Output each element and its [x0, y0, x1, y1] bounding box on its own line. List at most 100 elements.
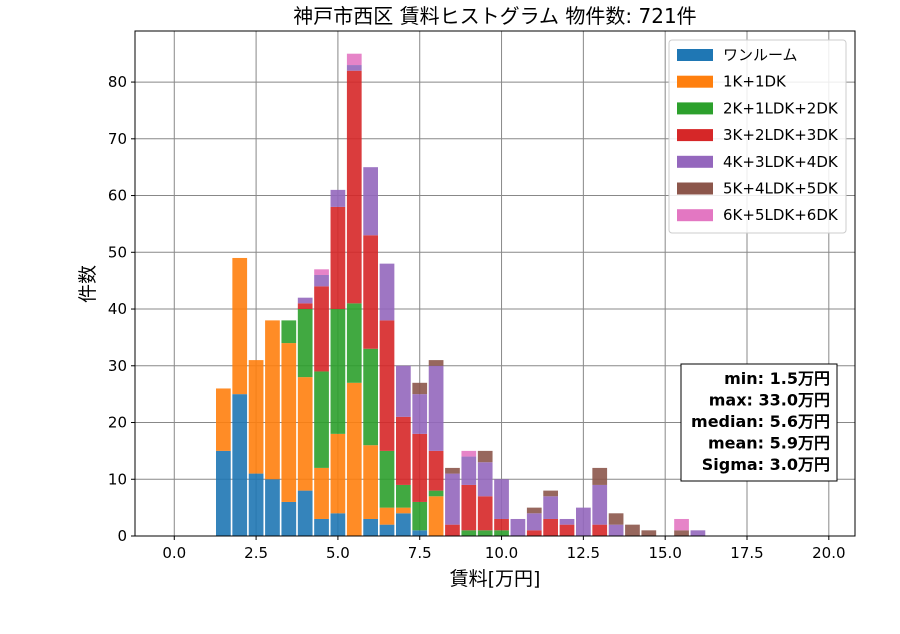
bar-segment	[477, 450, 493, 463]
bar-segment	[559, 518, 575, 525]
bar-segment	[445, 467, 460, 474]
bar-segment	[330, 309, 346, 434]
bar-segment	[248, 360, 264, 474]
bar-segment	[265, 320, 280, 480]
bar-segment	[543, 490, 558, 497]
bar-segment	[330, 433, 346, 514]
bar-segment	[428, 496, 444, 536]
bar-segment	[297, 309, 313, 378]
bar-segment	[674, 518, 689, 531]
chart-title: 神戸市西区 賃料ヒストグラム 物件数: 721件	[293, 4, 696, 28]
stats-line: min: 1.5万円	[724, 369, 830, 388]
bar-segment	[576, 507, 591, 536]
bar-segment	[625, 524, 640, 536]
bar-segment	[674, 530, 689, 536]
bar-segment	[412, 530, 428, 536]
bar-segment	[396, 513, 411, 536]
bar-segment	[461, 530, 477, 536]
y-tick-label: 0	[117, 527, 127, 545]
bar-segment	[608, 513, 624, 525]
bar-segment	[494, 518, 509, 531]
bar-segment	[363, 445, 378, 519]
legend-label: 6K+5LDK+6DK	[723, 206, 839, 224]
bar-segment	[510, 518, 526, 536]
bar-segment	[526, 513, 542, 531]
bar-segment	[445, 473, 460, 525]
bar-segment	[330, 189, 346, 207]
y-tick-label: 60	[108, 187, 127, 205]
bar-segment	[543, 518, 558, 536]
x-tick-label: 5.0	[326, 544, 350, 562]
bar-segment	[412, 394, 428, 434]
bar-segment	[346, 303, 362, 383]
bar-segment	[412, 501, 428, 531]
x-tick-label: 15.0	[648, 544, 681, 562]
bar-segment	[379, 263, 395, 321]
bar-segment	[526, 507, 542, 514]
x-tick-label: 7.5	[408, 544, 432, 562]
legend-label: ワンルーム	[723, 46, 798, 64]
y-tick-label: 30	[108, 357, 127, 375]
y-tick-label: 20	[108, 414, 127, 432]
y-axis-label: 件数	[77, 265, 99, 303]
x-tick-label: 20.0	[812, 544, 845, 562]
stats-line: mean: 5.9万円	[708, 434, 830, 453]
legend: ワンルーム 1K+1DK 2K+1LDK+2DK 3K+2LDK+3DK 4K+3LDK…	[668, 39, 847, 234]
bar-segment	[314, 467, 329, 519]
bar-segment	[592, 524, 608, 536]
bar-segment	[281, 501, 297, 536]
axis-ticks: 0.0 2.5 5.0 7.5 10.0 12.5 15.0 17.5 20.0 0 10 20 30 4…	[108, 73, 846, 562]
bar-segment	[314, 286, 329, 372]
bar-segment	[494, 479, 509, 519]
bars	[216, 53, 706, 536]
bar-segment	[346, 382, 362, 536]
bar-segment	[346, 53, 362, 66]
x-tick-label: 0.0	[162, 544, 186, 562]
bar-segment	[379, 524, 395, 536]
x-axis-label: 賃料[万円]	[450, 568, 541, 590]
legend-swatch	[677, 49, 713, 61]
legend-swatch	[677, 155, 713, 168]
bar-segment	[346, 65, 362, 71]
legend-label: 3K+2LDK+3DK	[723, 126, 839, 144]
bar-segment	[428, 490, 444, 497]
bar-segment	[297, 377, 313, 491]
stats-line: Sigma: 3.0万円	[702, 455, 830, 474]
bar-segment	[559, 524, 575, 536]
bar-segment	[363, 348, 378, 446]
bar-segment	[216, 388, 231, 451]
bar-segment	[216, 450, 231, 536]
bar-segment	[314, 269, 329, 275]
legend-swatch	[677, 102, 713, 115]
bar-segment	[592, 467, 608, 485]
bar-segment	[494, 530, 509, 536]
bar-segment	[314, 274, 329, 287]
x-tick-label: 17.5	[730, 544, 763, 562]
bar-segment	[330, 206, 346, 310]
bar-segment	[281, 343, 297, 502]
bar-segment	[297, 490, 313, 536]
stats-line: max: 33.0万円	[709, 391, 830, 410]
bar-segment	[281, 320, 297, 344]
y-tick-label: 80	[108, 73, 127, 91]
bar-segment	[363, 167, 378, 236]
y-tick-label: 10	[108, 470, 127, 488]
bar-segment	[265, 479, 280, 536]
legend-label: 1K+1DK	[723, 73, 787, 91]
legend-box	[668, 39, 847, 234]
plot-frame	[134, 30, 856, 537]
bar-segment	[641, 530, 657, 536]
bar-segment	[232, 257, 248, 395]
bar-segment	[461, 456, 477, 485]
bar-segment	[297, 303, 313, 310]
x-tick-label: 10.0	[485, 544, 518, 562]
bar-segment	[592, 484, 608, 525]
bar-segment	[526, 530, 542, 536]
bar-segment	[346, 70, 362, 304]
bar-segment	[363, 518, 378, 536]
bar-segment	[428, 450, 444, 491]
bar-segment	[297, 297, 313, 304]
bar-segment	[690, 530, 706, 536]
x-tick-label: 12.5	[567, 544, 600, 562]
